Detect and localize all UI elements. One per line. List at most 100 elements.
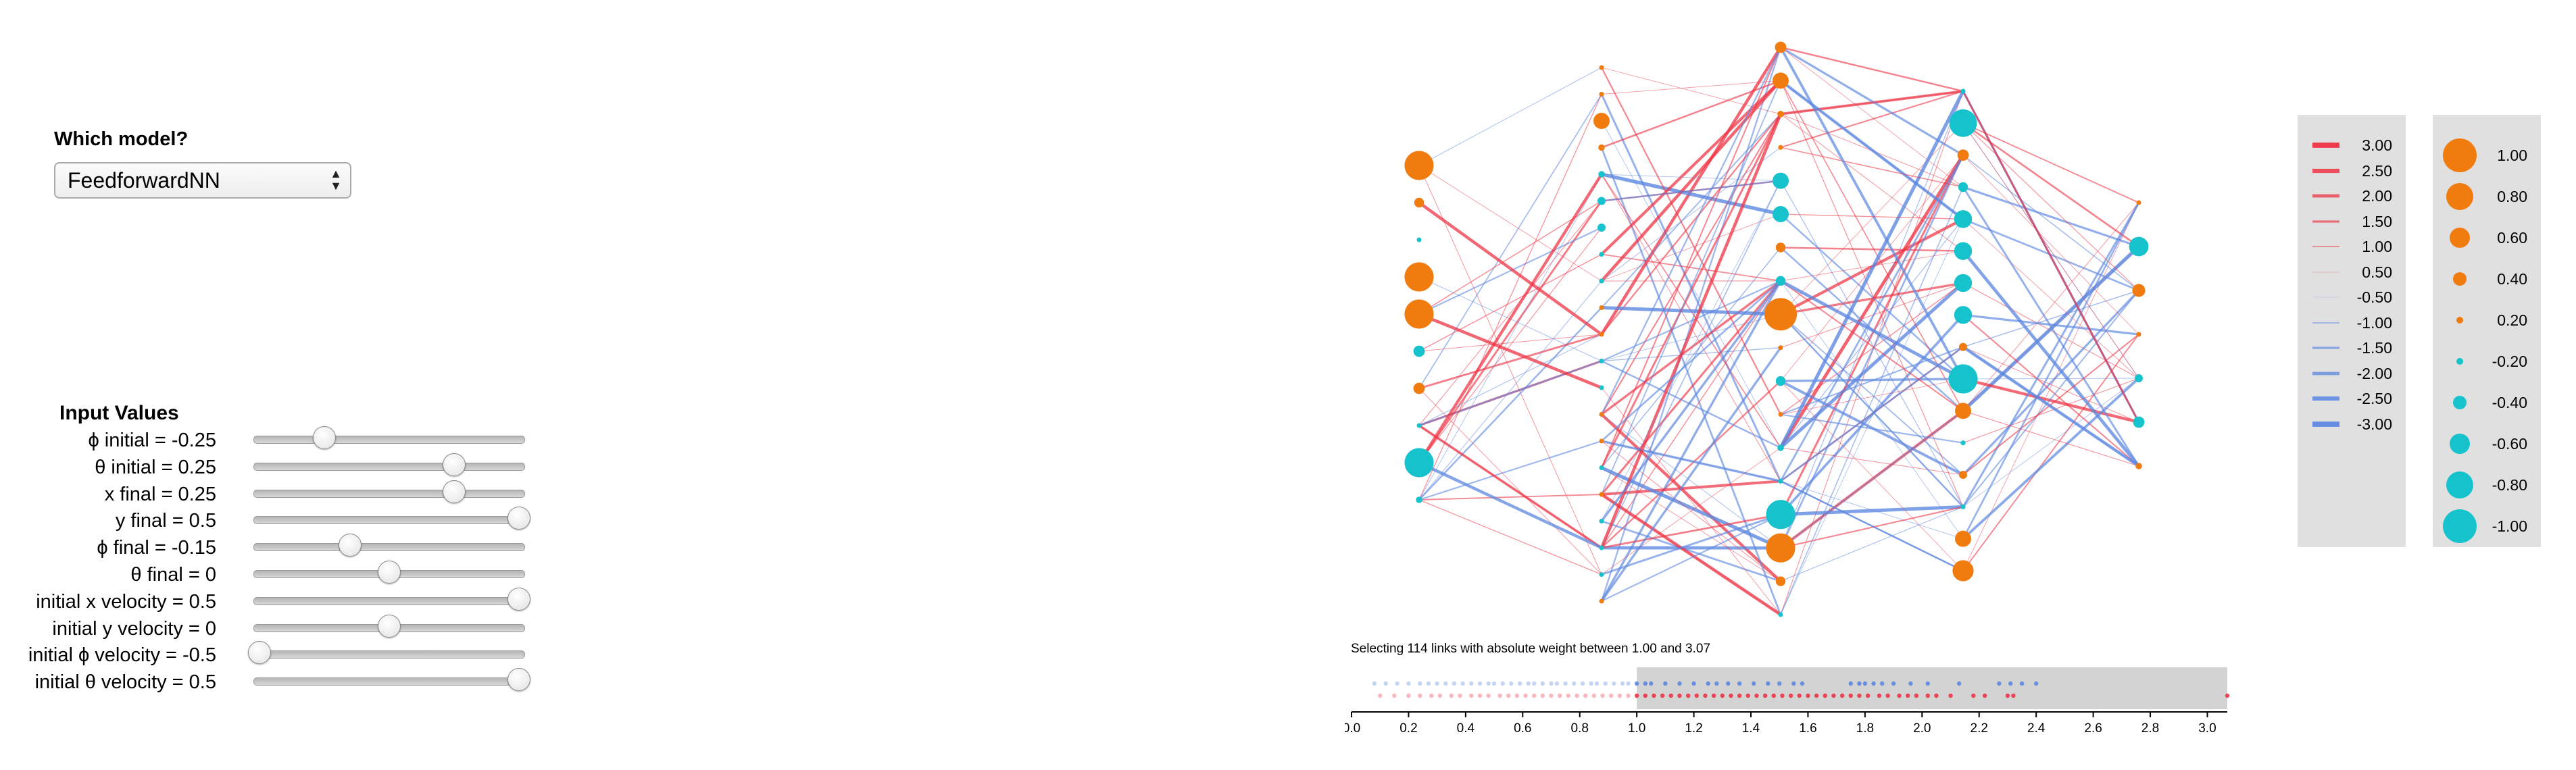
network-node[interactable] [1597,224,1606,232]
input-slider[interactable] [253,587,530,611]
network-node[interactable] [1954,306,1973,324]
network-node[interactable] [1599,305,1604,310]
network-node[interactable] [2136,200,2141,205]
network-node[interactable] [1766,500,1795,530]
network-node[interactable] [1775,376,1786,386]
network-node[interactable] [1599,385,1604,390]
slider-thumb[interactable] [507,507,530,530]
network-node[interactable] [1413,382,1425,394]
network-node[interactable] [1598,144,1605,151]
network-node[interactable] [2133,416,2145,428]
network-node[interactable] [1954,274,1973,292]
slider-track[interactable] [253,596,525,605]
network-node[interactable] [1599,91,1604,97]
slider-track[interactable] [253,462,525,471]
network-node[interactable] [1413,345,1425,357]
network-node[interactable] [1599,438,1604,444]
network-node[interactable] [1960,504,1966,509]
network-node[interactable] [1775,242,1786,253]
network-node[interactable] [1960,88,1966,94]
input-slider[interactable] [253,480,525,503]
network-node[interactable] [1948,364,1978,394]
slider-thumb[interactable] [378,614,401,638]
input-slider[interactable] [253,668,530,692]
network-node[interactable] [1773,72,1789,89]
network-node[interactable] [1957,149,1969,161]
slider-thumb[interactable] [339,534,362,557]
network-node[interactable] [1593,113,1610,129]
network-node[interactable] [1960,440,1966,446]
network-node[interactable] [1959,342,1967,351]
network-node[interactable] [1775,41,1787,53]
network-node[interactable] [1764,298,1797,331]
network-node[interactable] [2135,463,2142,469]
input-slider[interactable] [253,561,525,584]
network-node[interactable] [1414,197,1425,208]
network-node[interactable] [1959,471,1967,479]
network-node[interactable] [1954,210,1973,228]
network-node[interactable] [1775,276,1786,286]
slider-track[interactable] [253,677,525,686]
network-node[interactable] [1404,262,1434,292]
network-node[interactable] [1775,576,1786,586]
network-node[interactable] [1778,412,1783,417]
network-node[interactable] [1599,278,1604,284]
network-node[interactable] [1416,237,1422,242]
network-node[interactable] [1955,530,1971,547]
network-node[interactable] [2129,236,2149,257]
input-slider[interactable] [253,507,530,530]
slider-track[interactable] [253,516,525,525]
slider-thumb[interactable] [443,480,466,503]
slider-track[interactable] [253,650,525,659]
network-node[interactable] [1778,145,1783,150]
network-node[interactable] [2136,332,2141,337]
network-node[interactable] [1599,465,1604,470]
input-slider[interactable] [253,614,525,638]
network-node[interactable] [1599,598,1604,604]
network-node[interactable] [1599,545,1604,550]
network-node[interactable] [1958,182,1968,192]
network-node[interactable] [1766,533,1795,563]
input-slider[interactable] [253,426,525,449]
network-node[interactable] [1599,412,1604,417]
slider-track[interactable] [253,489,525,498]
slider-thumb[interactable] [378,561,401,584]
network-node[interactable] [1404,151,1434,180]
network-node[interactable] [1954,242,1973,260]
network-node[interactable] [1778,478,1783,484]
network-node[interactable] [1599,359,1604,363]
network-node[interactable] [1777,444,1784,451]
network-node[interactable] [1404,299,1434,329]
network-node[interactable] [2135,374,2143,382]
input-slider[interactable] [248,641,525,665]
slider-thumb[interactable] [507,587,530,611]
network-node[interactable] [1597,197,1606,205]
network-node[interactable] [1599,332,1604,337]
network-node[interactable] [1598,171,1605,178]
input-slider[interactable] [253,453,525,476]
slider-thumb[interactable] [313,426,336,449]
network-node[interactable] [1599,572,1604,577]
network-node[interactable] [1952,560,1974,582]
network-node[interactable] [1777,111,1784,118]
input-slider[interactable] [253,534,525,557]
network-node[interactable] [1404,448,1434,478]
weight-histogram[interactable]: 0.0 0.2 0.4 0.6 0.8 1.0 1.2 1.4 1.6 1.8 2.0 2.2 2.4 2… [1345,662,2237,740]
slider-track[interactable] [253,543,525,552]
slider-thumb[interactable] [507,668,530,692]
network-node[interactable] [1778,345,1783,351]
network-node[interactable] [1949,109,1977,137]
network-node[interactable] [1599,519,1604,523]
network-node[interactable] [1955,403,1971,419]
network-node[interactable] [1416,423,1422,428]
slider-track[interactable] [253,436,525,444]
network-node[interactable] [1773,206,1789,223]
network-node[interactable] [1416,496,1422,503]
slider-thumb[interactable] [248,641,271,665]
network-node[interactable] [2132,284,2146,297]
network-node[interactable] [1773,172,1789,189]
network-node[interactable] [1778,612,1783,617]
network-node[interactable] [1599,492,1604,497]
network-node[interactable] [1599,251,1604,257]
histogram-selection-brush[interactable] [1637,667,2227,709]
